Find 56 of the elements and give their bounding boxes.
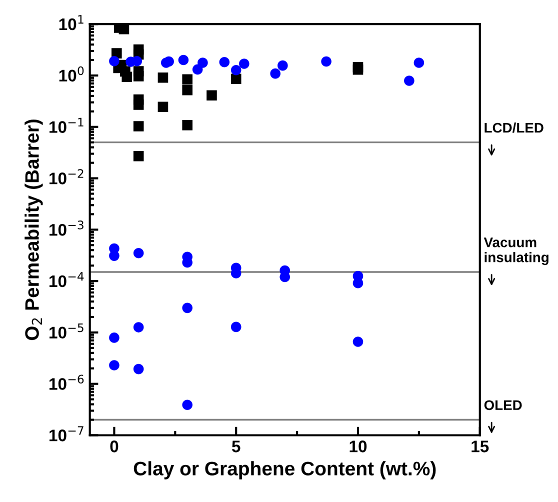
- point: [133, 248, 144, 258]
- point: [133, 121, 144, 132]
- point: [278, 60, 288, 71]
- point: [109, 360, 120, 370]
- point: [321, 56, 332, 67]
- point: [109, 56, 120, 66]
- point: [230, 322, 242, 332]
- x-tick-label: 15: [472, 440, 489, 452]
- y-tick-label: 10$^{0}$: [59, 66, 84, 82]
- y-tick-label: 10$^{−3}$: [50, 220, 84, 236]
- point: [219, 56, 230, 68]
- point: [133, 150, 144, 162]
- x-tick-label: 5: [232, 440, 240, 452]
- point: [158, 102, 168, 112]
- y-tick-label: 10$^{−5}$: [50, 323, 84, 339]
- ref-line-label: OLED: [484, 400, 522, 410]
- point: [182, 302, 192, 314]
- point: [133, 71, 144, 82]
- point: [239, 58, 250, 69]
- point: [352, 336, 364, 347]
- point: [158, 72, 168, 83]
- point: [109, 332, 120, 343]
- point: [132, 56, 142, 66]
- y-tick-label: 10$^{−7}$: [50, 426, 84, 442]
- x-axis-title: Clay or Graphene Content (wt.%): [134, 461, 436, 480]
- point: [206, 90, 217, 101]
- point: [182, 400, 192, 410]
- point: [414, 58, 424, 68]
- point: [109, 250, 120, 261]
- point: [122, 72, 132, 82]
- x-tick-label: 10: [350, 440, 367, 452]
- point: [352, 64, 364, 75]
- y-axis-title: O$_{2}$ Permeability (Barrer): [24, 120, 43, 340]
- x-tick-label: 0: [110, 440, 118, 452]
- ref-line-label: Vacuum insulating: [484, 238, 548, 266]
- point: [182, 74, 192, 85]
- y-tick-label: 10$^{−1}$: [50, 118, 84, 133]
- y-tick-label: 10$^{−2}$: [50, 169, 84, 184]
- point: [230, 74, 242, 84]
- point: [230, 65, 242, 76]
- point: [118, 24, 130, 34]
- point: [182, 84, 192, 96]
- y-tick-label: 10$^{−6}$: [50, 374, 84, 390]
- point: [178, 54, 189, 66]
- ref-line-label: LCD/LED: [484, 122, 544, 133]
- point: [404, 76, 414, 86]
- point: [198, 58, 208, 68]
- point: [352, 278, 364, 288]
- point: [133, 364, 144, 374]
- point: [164, 56, 174, 67]
- y-tick-label: 10$^{−4}$: [50, 272, 84, 288]
- point: [182, 120, 192, 130]
- point: [133, 322, 144, 332]
- y-tick-label: 10$^{1}$: [59, 15, 84, 30]
- point: [270, 68, 280, 79]
- point: [133, 100, 144, 110]
